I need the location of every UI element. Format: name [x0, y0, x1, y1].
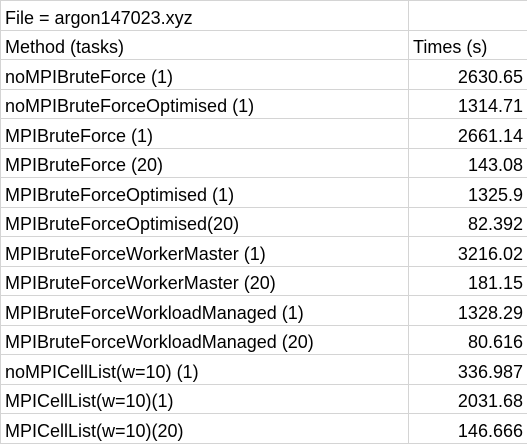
method-cell[interactable]: noMPICellList(w=10) (1): [1, 355, 409, 385]
method-cell[interactable]: MPIBruteForceWorkerMaster (20): [1, 266, 409, 296]
method-cell[interactable]: MPIBruteForceOptimised (1): [1, 178, 409, 208]
table-row: MPIBruteForce (20) 143.08: [1, 148, 527, 178]
time-cell[interactable]: 1314.71: [409, 89, 527, 119]
time-cell[interactable]: 1325.9: [409, 178, 527, 208]
time-cell[interactable]: 146.666: [409, 414, 527, 444]
method-cell[interactable]: MPIBruteForceWorkerMaster (1): [1, 237, 409, 267]
time-cell[interactable]: 82.392: [409, 207, 527, 237]
time-cell[interactable]: 3216.02: [409, 237, 527, 267]
time-cell[interactable]: 181.15: [409, 266, 527, 296]
time-cell[interactable]: 1328.29: [409, 296, 527, 326]
table-row: noMPICellList(w=10) (1) 336.987: [1, 355, 527, 385]
method-cell[interactable]: noMPIBruteForceOptimised (1): [1, 89, 409, 119]
table-row: MPIBruteForceOptimised (1) 1325.9: [1, 178, 527, 208]
method-cell[interactable]: MPIBruteForceOptimised(20): [1, 207, 409, 237]
table-row: MPIBruteForceWorkerMaster (1) 3216.02: [1, 237, 527, 267]
table-row: MPICellList(w=10)(20) 146.666: [1, 414, 527, 444]
method-cell[interactable]: MPICellList(w=10)(20): [1, 414, 409, 444]
time-cell[interactable]: 2031.68: [409, 384, 527, 414]
table-row: MPIBruteForceWorkerMaster (20) 181.15: [1, 266, 527, 296]
file-row: File = argon147023.xyz: [1, 1, 527, 31]
table-row: noMPIBruteForceOptimised (1) 1314.71: [1, 89, 527, 119]
table-row: MPIBruteForceWorkloadManaged (1) 1328.29: [1, 296, 527, 326]
time-cell[interactable]: 80.616: [409, 325, 527, 355]
method-cell[interactable]: MPIBruteForceWorkloadManaged (1): [1, 296, 409, 326]
table-row: MPIBruteForceWorkloadManaged (20) 80.616: [1, 325, 527, 355]
table-row: noMPIBruteForce (1) 2630.65: [1, 60, 527, 90]
table-row: MPICellList(w=10)(1) 2031.68: [1, 384, 527, 414]
method-cell[interactable]: noMPIBruteForce (1): [1, 60, 409, 90]
method-header-cell[interactable]: Method (tasks): [1, 30, 409, 60]
header-row: Method (tasks) Times (s): [1, 30, 527, 60]
time-header-cell[interactable]: Times (s): [409, 30, 527, 60]
method-cell[interactable]: MPICellList(w=10)(1): [1, 384, 409, 414]
method-cell[interactable]: MPIBruteForceWorkloadManaged (20): [1, 325, 409, 355]
method-cell[interactable]: MPIBruteForce (20): [1, 148, 409, 178]
time-cell[interactable]: 336.987: [409, 355, 527, 385]
time-cell[interactable]: 2661.14: [409, 119, 527, 149]
file-cell[interactable]: File = argon147023.xyz: [1, 1, 409, 31]
table-row: MPIBruteForce (1) 2661.14: [1, 119, 527, 149]
time-cell[interactable]: 143.08: [409, 148, 527, 178]
time-cell[interactable]: 2630.65: [409, 60, 527, 90]
method-cell[interactable]: MPIBruteForce (1): [1, 119, 409, 149]
empty-cell[interactable]: [409, 1, 527, 31]
table-row: MPIBruteForceOptimised(20) 82.392: [1, 207, 527, 237]
